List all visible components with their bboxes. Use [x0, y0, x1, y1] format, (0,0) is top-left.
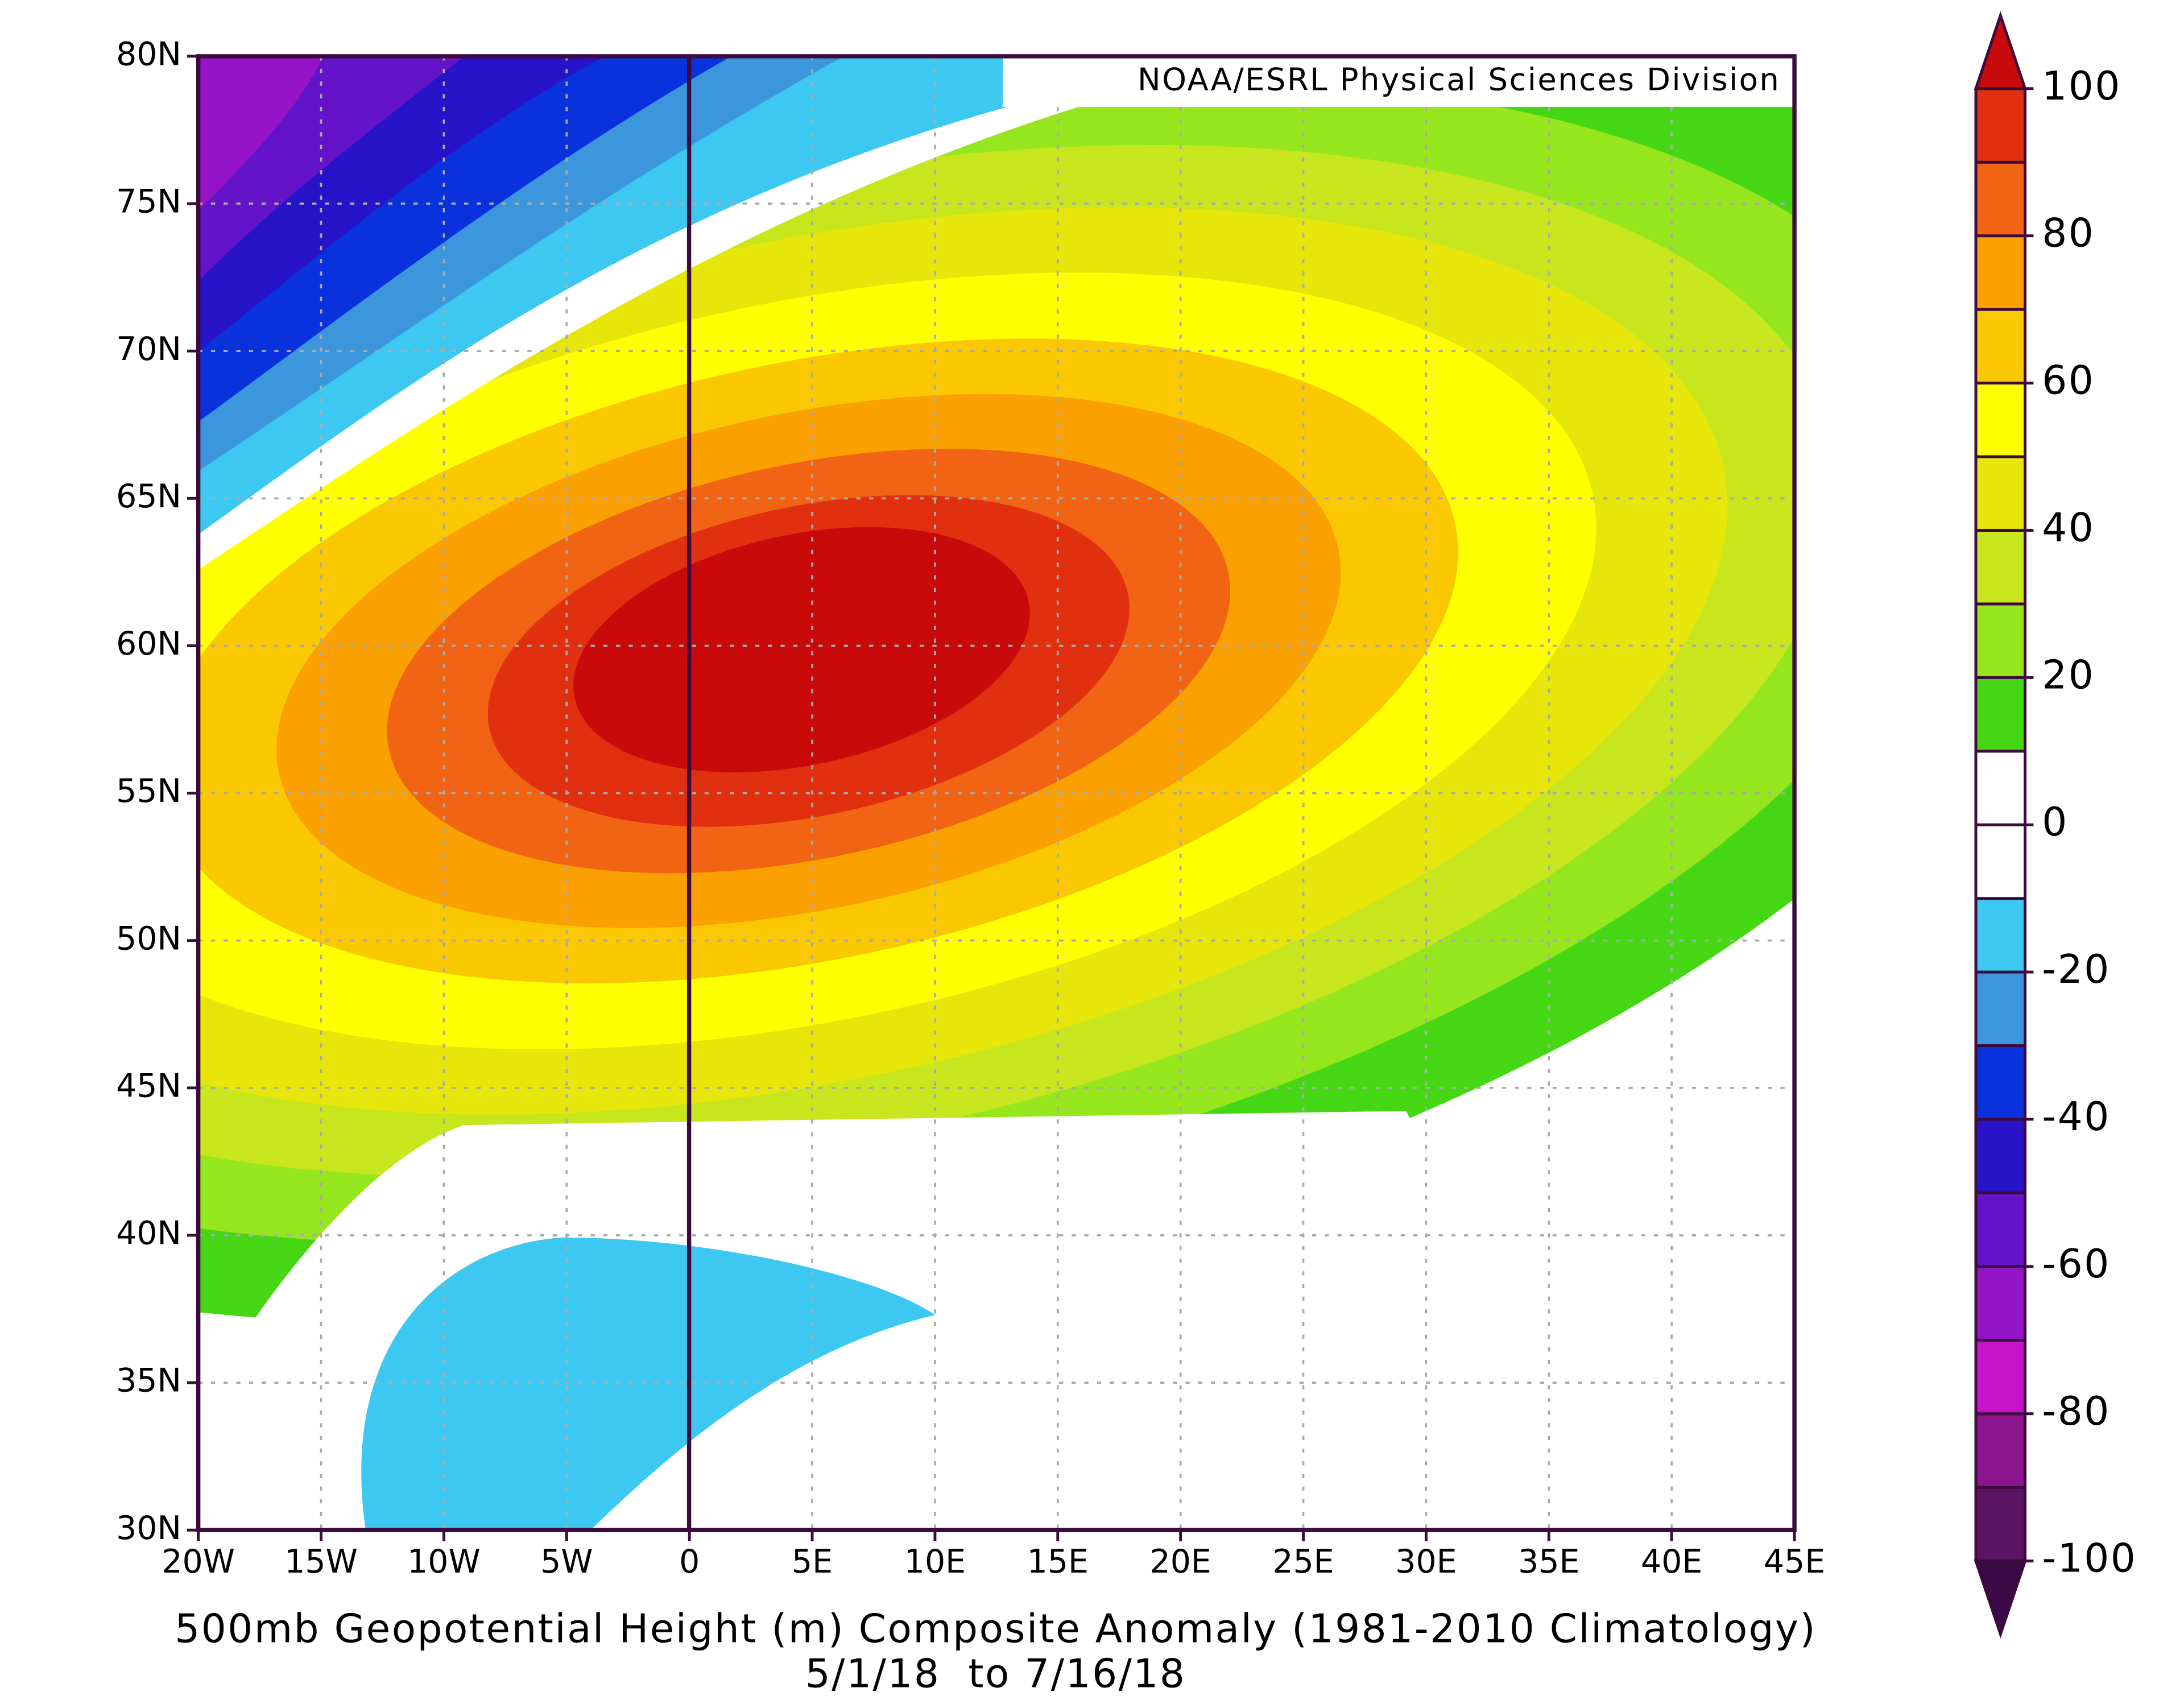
- colorbar-band: [1974, 897, 2027, 974]
- colorbar-band: [1974, 87, 2027, 164]
- anomaly-area: [198, 56, 324, 211]
- colorbar-label: -60: [2042, 1242, 2110, 1287]
- colorbar-label: 100: [2042, 64, 2121, 109]
- y-tick-label: 35N: [116, 1362, 181, 1400]
- colorbar-band: [1974, 1044, 2027, 1121]
- y-tick-label: 40N: [116, 1215, 181, 1252]
- colorbar-label: 20: [2042, 652, 2095, 698]
- colorbar-band: [1974, 1265, 2027, 1342]
- credit-box: [1002, 56, 1795, 107]
- colorbar-band: [1974, 676, 2027, 753]
- colorbar-band: [1974, 1412, 2027, 1489]
- x-tick-label: 0: [679, 1543, 700, 1581]
- colorbar-band: [1974, 455, 2027, 532]
- credit: NOAA/ESRL Physical Sciences Division: [1138, 62, 1780, 98]
- colorbar-label: 80: [2042, 211, 2095, 257]
- x-tick-label: 35E: [1518, 1543, 1579, 1581]
- colorbar-band: [1974, 1486, 2027, 1563]
- y-tick-label: 55N: [116, 772, 181, 810]
- y-tick-label: 65N: [116, 478, 181, 515]
- colorbar-label: -100: [2042, 1536, 2137, 1582]
- y-tick-label: 45N: [116, 1067, 181, 1105]
- y-tick-label: 80N: [116, 36, 181, 73]
- subtitle: 5/1/18 to 7/16/18: [805, 1651, 1186, 1696]
- colorbar-band: [1974, 160, 2027, 238]
- y-tick-label: 50N: [116, 920, 181, 957]
- y-tick-label: 60N: [116, 625, 181, 663]
- colorbar-band: [1974, 1191, 2027, 1268]
- anomaly-field: [198, 56, 1795, 1530]
- y-tick-label: 70N: [116, 330, 181, 368]
- colorbar-under: [1974, 1560, 2028, 1639]
- colorbar-over: [1974, 11, 2028, 90]
- x-tick-label: 15W: [284, 1543, 358, 1581]
- colorbar-band: [1974, 970, 2027, 1048]
- x-tick-label: 10W: [407, 1543, 481, 1581]
- colorbar-label: 40: [2042, 505, 2095, 551]
- x-tick-label: 20W: [162, 1543, 235, 1581]
- colorbar-band: [1974, 528, 2027, 606]
- x-tick-label: 40E: [1641, 1543, 1702, 1581]
- colorbar: -100 -80 -60 -40 -20 0 20 40 60 80 100: [1974, 11, 2137, 1639]
- x-tick-label: 45E: [1764, 1543, 1825, 1581]
- colorbar-band: [1974, 308, 2027, 385]
- colorbar-band: [1974, 1118, 2027, 1194]
- x-tick-label: 25E: [1272, 1543, 1334, 1581]
- anomaly-area: [361, 1237, 936, 1530]
- x-tick-label: 10E: [904, 1543, 966, 1581]
- colorbar-label: -40: [2042, 1094, 2110, 1140]
- y-tick-label: 75N: [116, 183, 181, 221]
- title: 500mb Geopotential Height (m) Composite …: [175, 1606, 1817, 1652]
- colorbar-label: 60: [2042, 358, 2095, 404]
- x-tick-label: 5W: [540, 1543, 593, 1581]
- colorbar-band: [1974, 382, 2027, 458]
- colorbar-label: -20: [2042, 947, 2110, 992]
- colorbar-label: 0: [2042, 800, 2069, 845]
- colorbar-label: -80: [2042, 1389, 2110, 1434]
- colorbar-band: [1974, 1338, 2027, 1416]
- x-tick-label: 5E: [792, 1543, 833, 1581]
- x-tick-label: 30E: [1395, 1543, 1457, 1581]
- colorbar-band: [1974, 823, 2027, 900]
- y-tick-label: 30N: [116, 1509, 181, 1547]
- x-tick-label: 20E: [1150, 1543, 1211, 1581]
- colorbar-band: [1974, 234, 2027, 311]
- colorbar-band: [1974, 750, 2027, 826]
- colorbar-band: [1974, 602, 2027, 679]
- x-tick-label: 15E: [1027, 1543, 1089, 1581]
